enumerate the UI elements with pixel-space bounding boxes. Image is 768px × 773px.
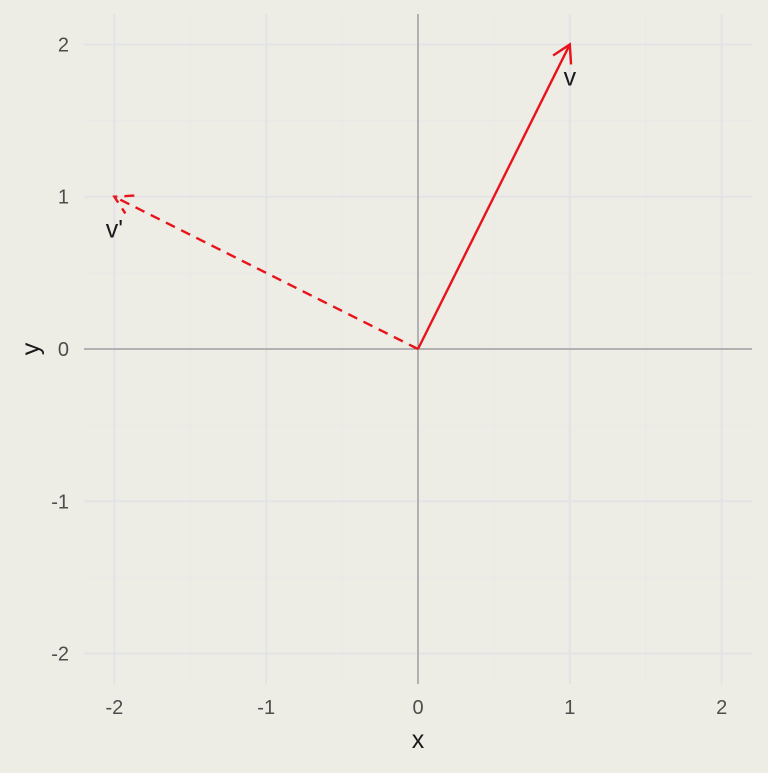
y-tick-label: 0	[58, 339, 69, 361]
x-tick-label: -2	[105, 697, 123, 719]
y-tick-label: 1	[58, 187, 69, 209]
x-axis-title: x	[412, 726, 425, 754]
vector-shaft	[113, 195, 419, 351]
y-axis-title: y	[17, 342, 45, 355]
vector-label: v	[564, 63, 577, 91]
vector-v: v	[416, 42, 577, 350]
x-tick-label: -1	[257, 697, 275, 719]
x-tick-labels: -2 -1 0 1 2	[105, 697, 727, 719]
y-tick-label: 2	[58, 34, 69, 56]
x-tick-label: 1	[564, 697, 575, 719]
vector-arrowhead	[112, 194, 135, 215]
vector-label: v'	[106, 216, 123, 244]
y-tick-label: -2	[51, 644, 69, 666]
y-tick-labels: -2 -1 0 1 2	[51, 34, 69, 665]
vector-shaft	[416, 43, 571, 350]
x-tick-label: 2	[716, 697, 727, 719]
y-tick-label: -1	[51, 491, 69, 513]
x-tick-label: 0	[412, 697, 423, 719]
vector-v-prime: v'	[106, 194, 419, 351]
vectors: v v'	[106, 42, 577, 351]
vector-arrowhead	[552, 42, 573, 65]
